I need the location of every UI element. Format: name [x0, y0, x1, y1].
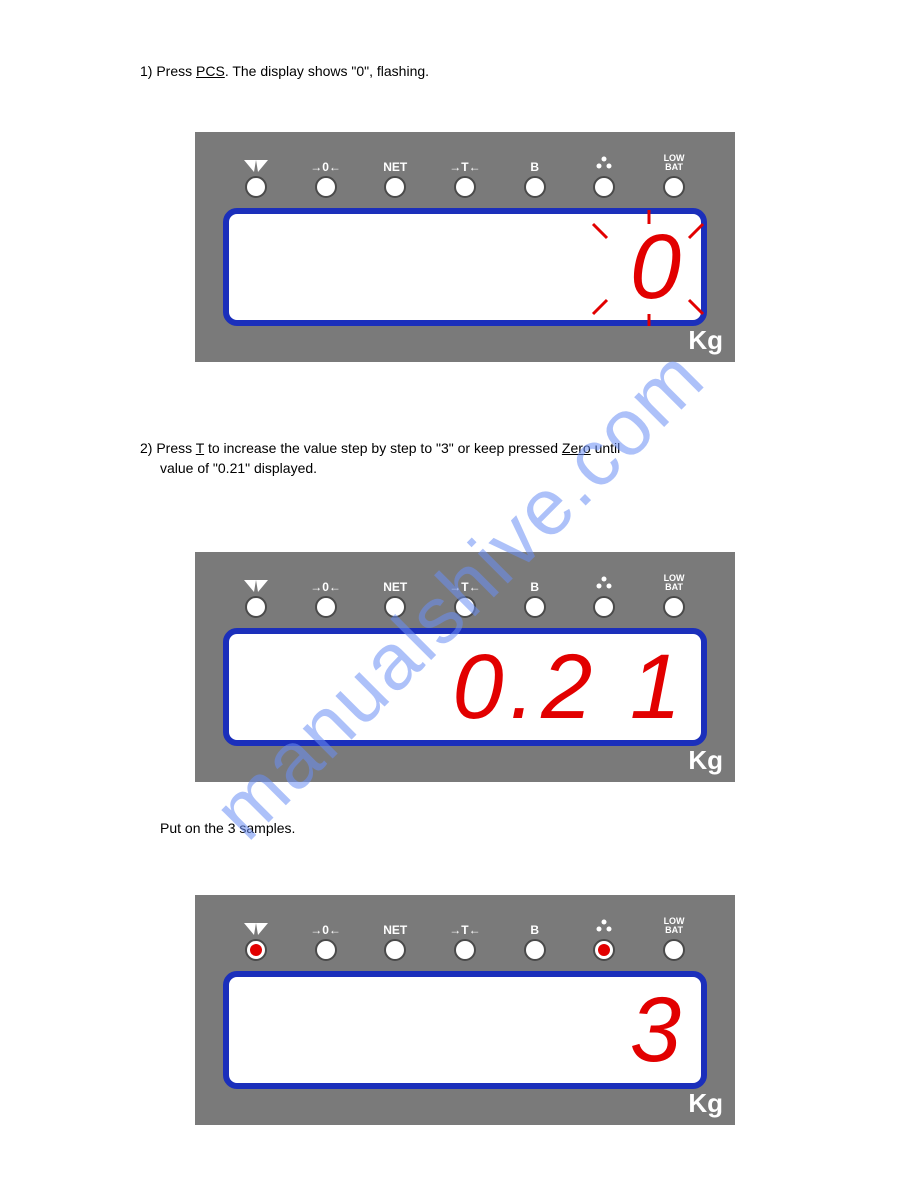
indicator-row: →0← NET →T← B LOWBAT — [195, 909, 735, 961]
indicator-zero: →0← — [301, 154, 351, 198]
unit-label: Kg — [688, 745, 723, 776]
indicator-row: →0← NET →T← B LOWBAT — [195, 566, 735, 618]
led-zero — [315, 939, 337, 961]
lcd-reading: 3 — [630, 984, 687, 1076]
indicator-zero: →0← — [301, 917, 351, 961]
instruction-step-2-line2: value of "0.21" displayed. — [160, 460, 317, 476]
led-b — [524, 596, 546, 618]
led-pcs — [593, 939, 615, 961]
step2-prefix: 2) Press — [140, 440, 196, 456]
indicator-stable — [231, 917, 281, 961]
led-lowbat — [663, 939, 685, 961]
lcd-screen: 0 — [223, 208, 707, 326]
b-label: B — [530, 574, 539, 592]
led-tare — [454, 176, 476, 198]
indicator-pcs — [579, 917, 629, 961]
step1-key: PCS — [196, 63, 225, 79]
stable-icon — [244, 917, 268, 935]
step2-key2: Zero — [562, 440, 591, 456]
led-lowbat — [663, 176, 685, 198]
page: manualshive.com 1) Press PCS. The displa… — [0, 0, 918, 1188]
indicator-b: B — [510, 574, 560, 618]
indicator-pcs — [579, 154, 629, 198]
scale-display-panel-3: →0← NET →T← B LOWBAT — [195, 895, 735, 1125]
step1-suffix: . The display shows "0", flashing. — [225, 63, 429, 79]
led-b — [524, 176, 546, 198]
indicator-tare: →T← — [440, 574, 490, 618]
instruction-step-1: 1) Press PCS. The display shows "0", fla… — [140, 63, 429, 79]
scale-display-panel-1: →0← NET →T← B LOWBAT — [195, 132, 735, 362]
step1-prefix: 1) Press — [140, 63, 196, 79]
led-tare — [454, 596, 476, 618]
instruction-step-3: Put on the 3 samples. — [160, 820, 295, 836]
step2-after2: until — [591, 440, 621, 456]
indicator-tare: →T← — [440, 154, 490, 198]
led-net — [384, 176, 406, 198]
led-tare — [454, 939, 476, 961]
indicator-b: B — [510, 917, 560, 961]
zero-label: →0← — [310, 917, 341, 935]
indicator-net: NET — [370, 574, 420, 618]
pcs-icon — [594, 574, 614, 592]
indicator-stable — [231, 154, 281, 198]
indicator-lowbat: LOWBAT — [649, 154, 699, 198]
net-label: NET — [383, 917, 407, 935]
lowbat-label: LOWBAT — [664, 154, 685, 172]
indicator-stable — [231, 574, 281, 618]
indicator-lowbat: LOWBAT — [649, 917, 699, 961]
led-zero — [315, 176, 337, 198]
led-lowbat — [663, 596, 685, 618]
indicator-lowbat: LOWBAT — [649, 574, 699, 618]
tare-label: →T← — [449, 574, 480, 592]
led-zero — [315, 596, 337, 618]
b-label: B — [530, 154, 539, 172]
pcs-icon — [594, 917, 614, 935]
pcs-icon — [594, 154, 614, 172]
led-net — [384, 939, 406, 961]
stable-icon — [244, 154, 268, 172]
tare-label: →T← — [449, 154, 480, 172]
led-stable — [245, 596, 267, 618]
lcd-screen: 3 — [223, 971, 707, 1089]
led-pcs — [593, 176, 615, 198]
led-stable — [245, 176, 267, 198]
net-label: NET — [383, 154, 407, 172]
unit-label: Kg — [688, 325, 723, 356]
indicator-row: →0← NET →T← B LOWBAT — [195, 146, 735, 198]
step2-key1: T — [196, 440, 204, 456]
indicator-net: NET — [370, 917, 420, 961]
net-label: NET — [383, 574, 407, 592]
indicator-b: B — [510, 154, 560, 198]
indicator-tare: →T← — [440, 917, 490, 961]
indicator-zero: →0← — [301, 574, 351, 618]
zero-label: →0← — [310, 154, 341, 172]
scale-display-panel-2: →0← NET →T← B LOWBAT — [195, 552, 735, 782]
instruction-step-2-line1: 2) Press T to increase the value step by… — [140, 440, 620, 456]
zero-label: →0← — [310, 574, 341, 592]
b-label: B — [530, 917, 539, 935]
lcd-reading: 0.2 1 — [452, 641, 687, 733]
lcd-reading: 0 — [630, 221, 687, 313]
lcd-screen: 0.2 1 — [223, 628, 707, 746]
led-b — [524, 939, 546, 961]
led-stable — [245, 939, 267, 961]
led-net — [384, 596, 406, 618]
lowbat-label: LOWBAT — [664, 574, 685, 592]
unit-label: Kg — [688, 1088, 723, 1119]
led-pcs — [593, 596, 615, 618]
stable-icon — [244, 574, 268, 592]
indicator-pcs — [579, 574, 629, 618]
indicator-net: NET — [370, 154, 420, 198]
lowbat-label: LOWBAT — [664, 917, 685, 935]
step2-mid: to increase the value step by step to "3… — [204, 440, 562, 456]
tare-label: →T← — [449, 917, 480, 935]
